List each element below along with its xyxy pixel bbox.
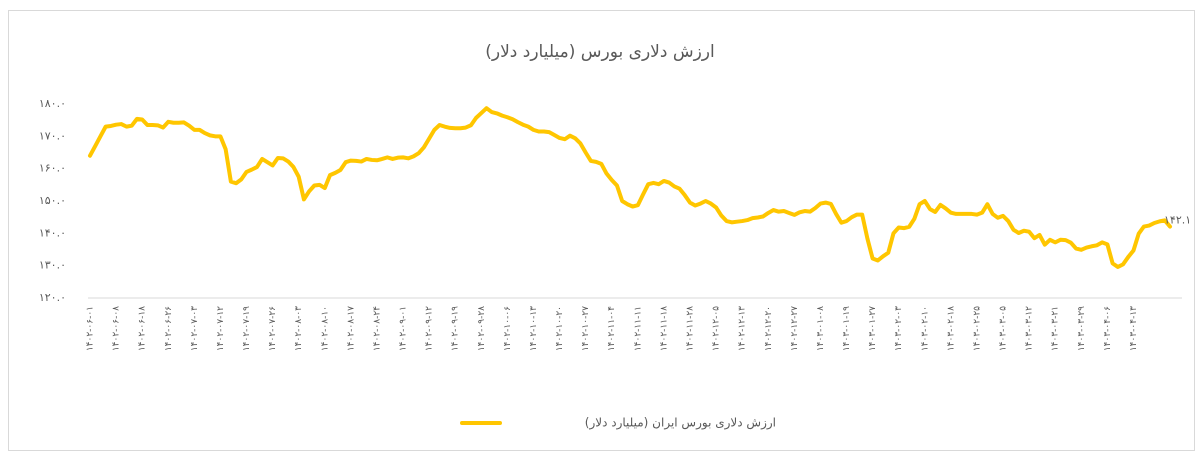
x-tick-label: ۱۴۰۲-۱۲-۲۷	[790, 306, 800, 351]
x-tick-label: ۱۴۰۲-۰۹-۲۸	[477, 306, 487, 351]
x-tick-label: ۱۴۰۲-۱۲-۱۳	[738, 306, 748, 351]
x-tick-label: ۱۴۰۳-۰۴-۰۶	[1103, 306, 1113, 351]
x-tick-label: ۱۴۰۲-۰۹-۱۹	[451, 306, 461, 351]
y-tick-label: ۱۴۰.۰	[39, 226, 66, 239]
y-tick-label: ۱۲۰.۰	[39, 291, 66, 304]
legend-label: ارزش دلاری بورس ایران (میلیارد دلار)	[585, 416, 776, 431]
x-tick-label: ۱۴۰۲-۰۸-۰۳	[294, 306, 304, 351]
x-tick-label: ۱۴۰۲-۱۰-۲۷	[581, 306, 591, 351]
series-line	[88, 106, 1172, 269]
y-tick-label: ۱۶۰.۰	[39, 162, 66, 175]
x-tick-label: ۱۴۰۲-۱۲-۲۰	[764, 306, 774, 351]
x-tick-label: ۱۴۰۳-۰۴-۱۳	[1129, 306, 1139, 351]
x-tick-label: ۱۴۰۲-۱۰-۲۰	[555, 306, 565, 351]
y-tick-label: ۱۸۰.۰	[39, 97, 66, 110]
x-tick-label: ۱۴۰۲-۰۷-۱۹	[242, 306, 252, 351]
y-tick-label: ۱۵۰.۰	[39, 194, 66, 207]
x-tick-label: ۱۴۰۲-۰۷-۱۲	[216, 306, 226, 351]
chart-title: ارزش دلاری بورس (میلیارد دلار)	[485, 42, 714, 62]
x-tick-label: ۱۴۰۳-۰۲-۱۰	[920, 306, 930, 351]
x-tick-label: ۱۴۰۲-۰۶-۲۶	[164, 306, 174, 351]
chart-frame	[8, 10, 1195, 451]
x-tick-label: ۱۴۰۲-۰۶-۱۸	[138, 306, 148, 351]
data-label: ۱۴۲.۱	[1164, 214, 1191, 227]
x-tick-label: ۱۴۰۲-۰۹-۱۲	[425, 306, 435, 351]
x-tick-label: ۱۴۰۲-۱۰-۱۳	[529, 306, 539, 351]
x-tick-label: ۱۴۰۲-۱۱-۱۸	[659, 306, 669, 351]
x-tick-label: ۱۴۰۳-۰۳-۱۲	[1025, 306, 1035, 351]
x-tick-label: ۱۴۰۳-۰۱-۰۸	[816, 306, 826, 351]
y-tick-label: ۱۷۰.۰	[39, 129, 66, 142]
x-tick-label: ۱۴۰۲-۱۱-۰۴	[607, 306, 617, 351]
x-tick-label: ۱۴۰۲-۰۷-۰۳	[190, 306, 200, 351]
x-tick-label: ۱۴۰۳-۰۱-۲۷	[868, 306, 878, 351]
x-tick-label: ۱۴۰۲-۱۱-۲۸	[686, 306, 696, 351]
x-tick-label: ۱۴۰۲-۰۹-۰۱	[399, 306, 409, 351]
x-tick-label: ۱۴۰۲-۰۶-۰۸	[112, 306, 122, 351]
x-tick-label: ۱۴۰۳-۰۲-۱۸	[946, 306, 956, 351]
x-tick-label: ۱۴۰۳-۰۳-۲۹	[1077, 306, 1087, 351]
x-tick-label: ۱۴۰۲-۱۱-۱۱	[633, 306, 643, 351]
x-tick-label: ۱۴۰۲-۰۸-۱۷	[346, 306, 356, 351]
x-tick-label: ۱۴۰۲-۰۸-۱۰	[320, 306, 330, 351]
x-tick-label: ۱۴۰۳-۰۲-۰۳	[894, 306, 904, 351]
x-tick-label: ۱۴۰۲-۰۸-۲۴	[372, 306, 382, 351]
y-tick-label: ۱۳۰.۰	[39, 259, 66, 272]
x-tick-label: ۱۴۰۲-۰۶-۰۱	[86, 306, 96, 351]
x-tick-label: ۱۴۰۲-۱۲-۰۵	[712, 306, 722, 351]
x-tick-label: ۱۴۰۳-۰۳-۲۱	[1051, 306, 1061, 351]
x-tick-label: ۱۴۰۳-۰۲-۲۵	[972, 306, 982, 351]
x-tick-label: ۱۴۰۳-۰۱-۱۹	[842, 306, 852, 351]
x-tick-label: ۱۴۰۳-۰۳-۰۵	[999, 306, 1009, 351]
x-tick-label: ۱۴۰۲-۱۰-۰۶	[503, 306, 513, 351]
x-tick-label: ۱۴۰۲-۰۷-۲۶	[268, 306, 278, 351]
